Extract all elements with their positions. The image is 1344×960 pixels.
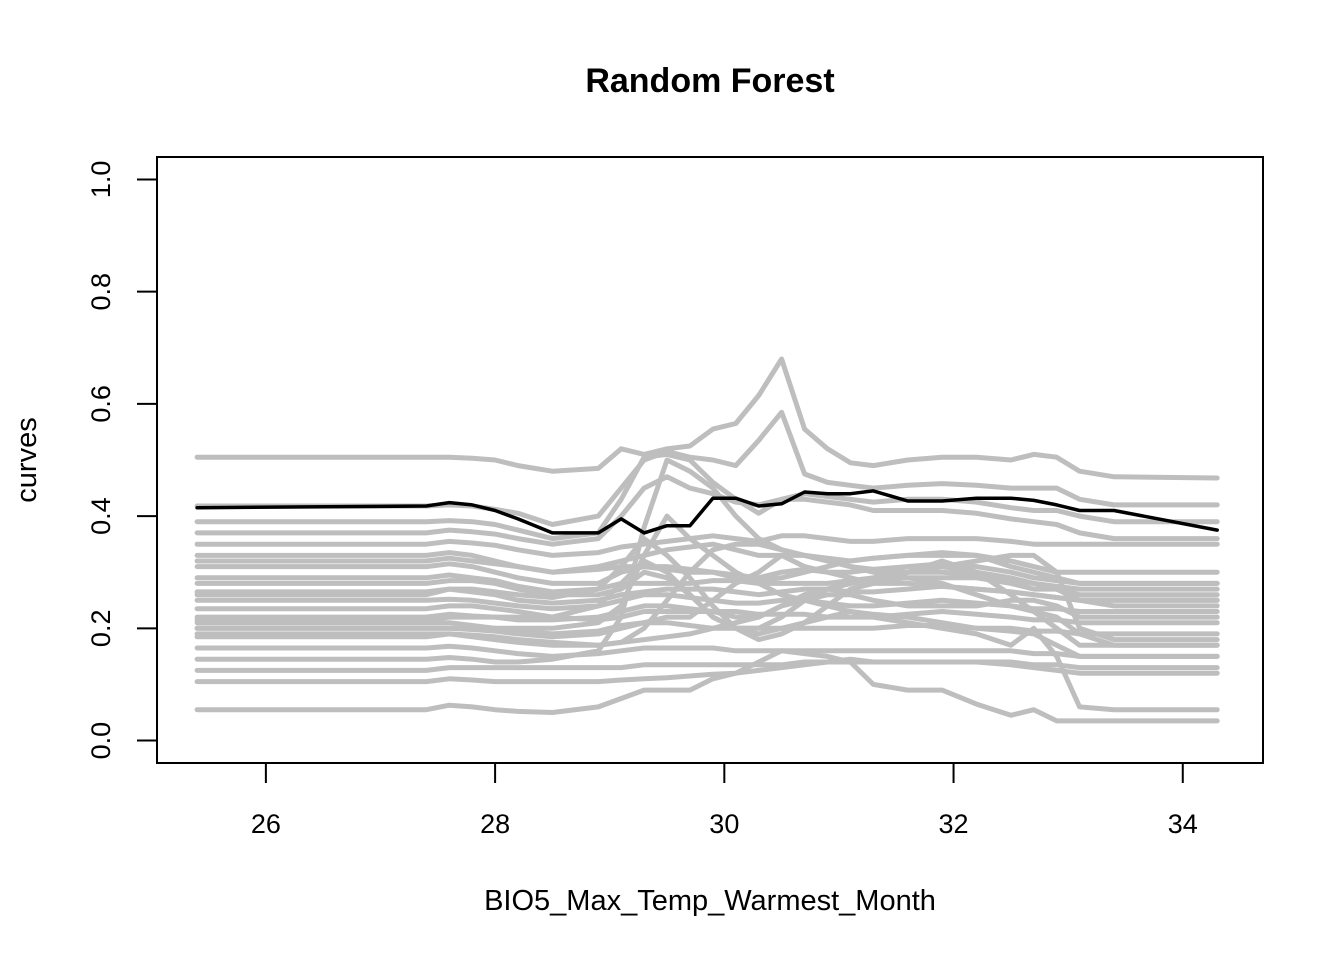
series-line-14: [194, 541, 1220, 648]
series-line-25: [194, 564, 1220, 648]
series-line-3: [194, 451, 1220, 542]
y-tick-label: 1.0: [86, 161, 116, 199]
plot-frame: [156, 156, 1264, 764]
x-tick-label: 28: [480, 809, 510, 839]
series-line-20: [194, 513, 1220, 713]
chart-title: Random Forest: [585, 62, 834, 100]
series-line-23: [194, 569, 1220, 631]
series-line-26: [194, 550, 1220, 586]
series-line-5: [194, 533, 1220, 558]
series-line-1: [194, 356, 1220, 481]
curves-group: [194, 356, 1220, 724]
series-line-13: [194, 552, 1220, 640]
y-tick-label: 0.0: [86, 722, 116, 760]
x-axis-label: BIO5_Max_Temp_Warmest_Month: [484, 885, 936, 917]
series-line-17: [194, 659, 1220, 673]
x-tick-label: 30: [709, 809, 739, 839]
series-line-21: [194, 558, 1220, 659]
x-tick-label: 34: [1168, 809, 1198, 839]
series-line-19: [194, 648, 1220, 724]
x-axis: 26 28 30 32 34: [251, 763, 1198, 839]
series-line-15: [194, 643, 1220, 659]
series-line-7: [194, 561, 1220, 586]
x-tick-label: 32: [939, 809, 969, 839]
y-axis: 0.0 0.2 0.4 0.6 0.8 1.0: [86, 161, 157, 760]
y-axis-label: curves: [11, 417, 43, 502]
y-tick-label: 0.8: [86, 273, 116, 311]
y-tick-label: 0.4: [86, 497, 116, 535]
y-tick-label: 0.2: [86, 610, 116, 648]
x-tick-label: 26: [251, 809, 281, 839]
mean-line: [195, 489, 1219, 535]
series-line-18: [194, 656, 1220, 685]
y-tick-label: 0.6: [86, 385, 116, 423]
series-line-2: [194, 409, 1220, 527]
series-line-16: [194, 457, 1220, 665]
